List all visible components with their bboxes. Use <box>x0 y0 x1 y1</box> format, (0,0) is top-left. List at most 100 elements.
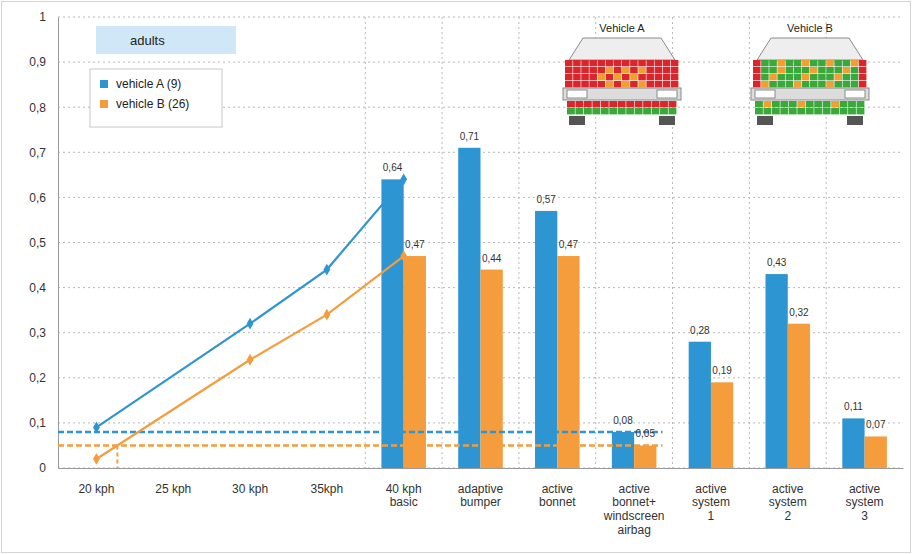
vehicle-cell <box>592 108 600 114</box>
vehicle-cell <box>622 81 630 87</box>
vehicle-cell <box>573 74 581 80</box>
vehicle-cell <box>606 74 614 80</box>
y-tick-label: 0,4 <box>29 281 46 295</box>
vehicle-cell <box>823 108 831 114</box>
vehicle-cell <box>630 74 638 80</box>
legend-label: vehicle A (9) <box>116 77 181 91</box>
vehicle-cell <box>598 74 606 80</box>
x-tick-label: activesystem1 <box>692 482 730 524</box>
vehicle-cell <box>794 74 802 80</box>
vehicle-cell <box>802 67 810 73</box>
vehicle-wheel <box>757 116 773 125</box>
x-tick: 25 kph <box>155 468 191 496</box>
x-axis-line <box>59 468 904 469</box>
vehicle-cell <box>772 101 780 107</box>
x-tick-label-line: basic <box>390 495 418 509</box>
vehicle-cell <box>589 74 597 80</box>
vehicle-cell <box>606 60 614 66</box>
y-tick: 0,5 <box>29 236 58 250</box>
data-label: 0,28 <box>690 325 710 336</box>
vehicle-cell <box>851 81 859 87</box>
vehicle-cell <box>663 81 671 87</box>
vehicle-cell <box>761 67 769 73</box>
bar <box>535 211 557 468</box>
vehicle-cell <box>814 101 822 107</box>
title: adults <box>130 33 165 48</box>
x-tick-label: 30 kph <box>232 482 268 496</box>
vehicle-cell <box>794 67 802 73</box>
vehicle-cell <box>565 81 573 87</box>
x-tick-label-line: bumper <box>460 495 501 509</box>
x-tick-label-line: system <box>846 495 884 509</box>
data-label: 0,08 <box>613 415 633 426</box>
x-tick-label: activebonnet+windscreenairbag <box>603 482 665 537</box>
x-tick-label-line: 35kph <box>311 482 344 496</box>
line-marker <box>93 422 100 434</box>
chart-frame <box>2 2 911 553</box>
vehicle-cell <box>655 67 663 73</box>
vehicle-cell <box>763 108 771 114</box>
vehicle-cell <box>565 74 573 80</box>
vehicle-cell <box>646 67 654 73</box>
vehicle-cell <box>584 101 592 107</box>
data-label: 0,07 <box>866 419 886 430</box>
vehicle-cell <box>581 81 589 87</box>
vehicle-body <box>563 88 681 100</box>
vehicle-cell <box>859 74 867 80</box>
vehicle-cell <box>851 67 859 73</box>
reference-line <box>58 444 662 447</box>
vehicle-cell <box>589 60 597 66</box>
vehicle-cell <box>646 74 654 80</box>
y-tick-label: 0,8 <box>29 101 46 115</box>
vehicle-cell <box>810 67 818 73</box>
x-tick-label-line: 20 kph <box>78 482 114 496</box>
x-tick-label-line: airbag <box>617 523 650 537</box>
vehicle-cell <box>669 108 677 114</box>
vehicle-cell <box>786 81 794 87</box>
vehicle-cell <box>671 60 679 66</box>
vehicle-cell <box>818 74 826 80</box>
vehicle-cell <box>614 60 622 66</box>
bar <box>865 436 887 468</box>
data-label: 0,44 <box>482 253 502 264</box>
vehicle-cell <box>826 74 834 80</box>
vehicle-cell <box>806 108 814 114</box>
vehicle-cell <box>834 67 842 73</box>
vehicle-label: Vehicle A <box>599 22 645 34</box>
y-tick-label: 1 <box>39 10 46 24</box>
vehicle-cell <box>786 74 794 80</box>
vehicle-cell <box>573 60 581 66</box>
x-tick-label: 40 kphbasic <box>386 482 422 510</box>
vehicle-windscreen <box>569 38 675 60</box>
vehicle-cell <box>669 101 677 107</box>
y-tick-label: 0,1 <box>29 416 46 430</box>
vehicle-cell <box>780 108 788 114</box>
vehicle-cell <box>848 101 856 107</box>
vehicle-cell <box>851 60 859 66</box>
category-separator <box>442 17 443 468</box>
bar <box>381 179 403 468</box>
vehicle-cell <box>643 108 651 114</box>
y-axis: 00,10,20,30,40,50,60,70,80,91 <box>29 10 58 475</box>
bar <box>842 418 864 468</box>
y-tick-label: 0,9 <box>29 55 46 69</box>
bar <box>481 270 503 468</box>
x-tick: activesystem2 <box>769 468 807 523</box>
vehicle-cell <box>843 60 851 66</box>
x-tick-label-line: 1 <box>708 509 715 523</box>
vehicle-headlight <box>845 90 865 98</box>
vehicle-cell <box>584 108 592 114</box>
vehicle-wheel <box>847 116 863 125</box>
vehicle-cell <box>575 108 583 114</box>
legend-box <box>90 69 222 127</box>
vehicle-cell <box>818 67 826 73</box>
vehicle-cell <box>606 67 614 73</box>
vehicle-cell <box>786 60 794 66</box>
vehicle-inset: Vehicle B <box>751 22 869 125</box>
vehicle-cell <box>789 101 797 107</box>
x-tick-label-line: 25 kph <box>155 482 191 496</box>
y-tick: 1 <box>39 10 58 24</box>
vehicle-cell <box>814 108 822 114</box>
vehicle-cell <box>755 101 763 107</box>
vehicle-cell <box>601 108 609 114</box>
